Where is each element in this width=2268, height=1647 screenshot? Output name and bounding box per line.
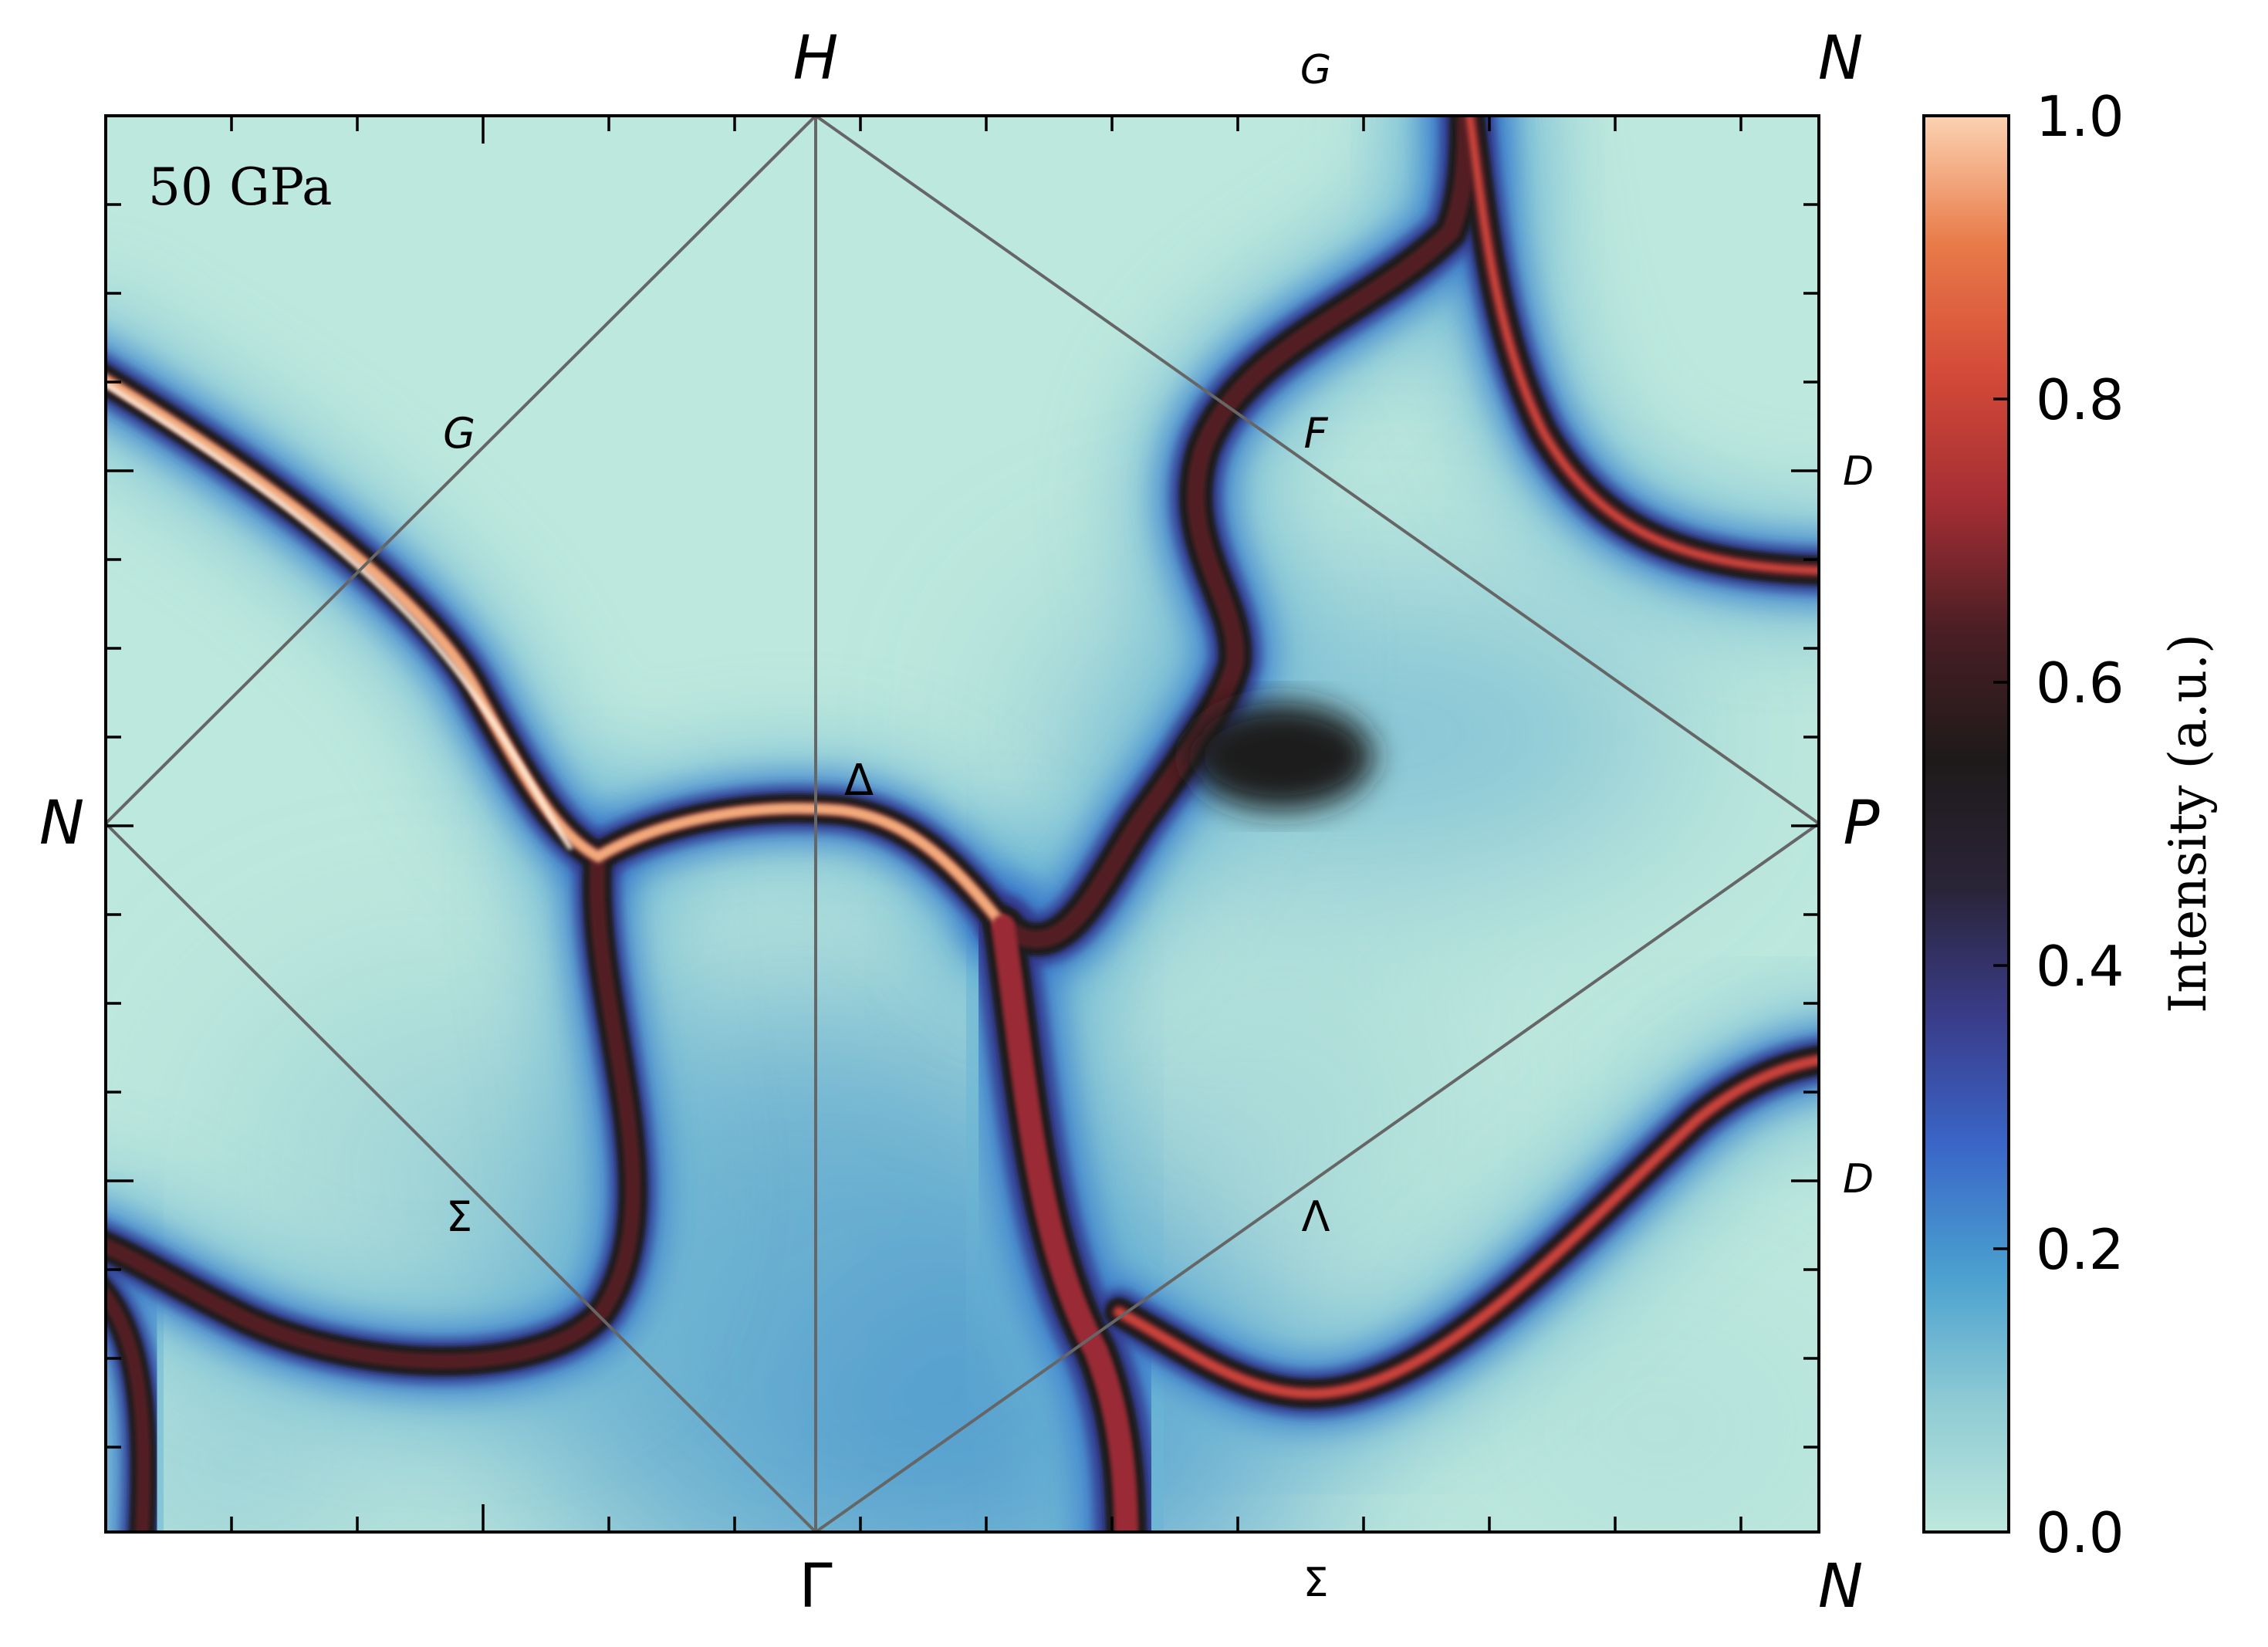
band-lower-right-core <box>1114 1055 1819 1398</box>
label-delta-inner: Δ <box>844 756 874 806</box>
label-gamma-bottom: Γ <box>799 1552 833 1622</box>
colorbar-tick-label: 0.4 <box>2036 934 2124 999</box>
label-sigma-bottom: Σ <box>1303 1560 1329 1606</box>
pressure-annotation: 50 GPa <box>148 157 332 217</box>
label-p-right: P <box>1843 789 1879 858</box>
colorbar: 0.0 0.2 0.4 0.6 0.8 1.0 Intensity (a.u.) <box>1922 84 2218 1565</box>
n-h-line <box>104 114 817 825</box>
colorbar-tick-label: 0.2 <box>2036 1217 2124 1282</box>
colorbar-bar <box>1922 114 2010 1534</box>
label-lambda-inner: Λ <box>1302 1192 1330 1241</box>
colorbar-tick-label: 1.0 <box>2036 84 2124 149</box>
band-upper-left-core <box>106 374 1009 932</box>
band-lower-left-layer-4 <box>106 849 641 1369</box>
greek-labels: Γ Σ Δ Σ Λ <box>446 756 1330 1622</box>
label-n-bottom-right: N <box>1818 1552 1863 1622</box>
dark-pocket <box>1188 702 1374 810</box>
heatmap-panel <box>106 116 1819 1532</box>
label-n-top-right: N <box>1818 24 1863 93</box>
label-d-upper: D <box>1843 448 1874 495</box>
band-center-vert-core <box>992 915 1138 1532</box>
band-central-layer-4 <box>994 116 1475 949</box>
label-sigma-inner: Σ <box>446 1192 472 1241</box>
colorbar-tick-label: 0.0 <box>2036 1500 2124 1565</box>
colorbar-tick-label: 0.6 <box>2036 651 2124 715</box>
corner-labels: H N N P N G D D G F <box>39 24 1880 1622</box>
label-h-top: H <box>793 24 839 93</box>
label-d-lower: D <box>1843 1156 1874 1202</box>
n-gamma-line <box>104 822 817 1534</box>
bands-layer <box>106 116 1819 1532</box>
band-upper-left-highlight <box>106 381 573 851</box>
axis-ticks <box>106 116 1819 1532</box>
colorbar-tick-label: 0.8 <box>2036 367 2124 432</box>
band-upper-right-core <box>1465 116 1819 575</box>
colorbar-label: Intensity (a.u.) <box>2158 634 2218 1013</box>
gamma-p-line <box>814 822 1820 1534</box>
label-g-inner: G <box>443 409 475 458</box>
band-lower-left-stub-layer-4 <box>106 1284 151 1532</box>
zone-boundary-lines <box>104 114 1820 1534</box>
colorbar-ticks: 0.0 0.2 0.4 0.6 0.8 1.0 <box>1993 84 2124 1565</box>
label-g-top: G <box>1300 47 1331 93</box>
plot-frame <box>104 114 1820 1534</box>
label-f-inner: F <box>1303 409 1328 458</box>
label-n-left: N <box>39 789 84 858</box>
h-p-line <box>814 114 1820 825</box>
